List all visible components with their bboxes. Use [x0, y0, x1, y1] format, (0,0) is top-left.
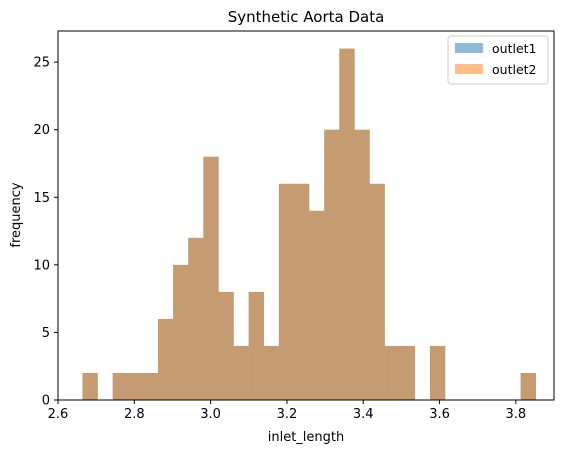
x-axis-ticks: 2.6 2.8 3.0 3.2 3.4 3.6 3.8 [48, 400, 527, 422]
histogram-bar [399, 345, 416, 400]
histogram-bar [263, 345, 280, 400]
x-tick-label: 2.8 [124, 407, 145, 422]
y-tick-label: 10 [33, 258, 50, 273]
bar-group [82, 48, 536, 401]
histogram-bar [429, 345, 446, 400]
legend-label-outlet2: outlet2 [492, 62, 537, 77]
histogram-bar [324, 129, 340, 401]
y-tick-label: 25 [33, 56, 50, 71]
histogram-bar [248, 291, 265, 400]
histogram-bar [112, 372, 129, 400]
histogram-bar [384, 345, 401, 400]
y-axis-ticks: 0 5 10 15 20 25 [33, 56, 58, 409]
histogram-bar [203, 156, 219, 400]
histogram-bar [127, 372, 144, 400]
x-tick-label: 3.2 [277, 407, 298, 422]
y-axis-label: frequency [9, 182, 24, 248]
histogram-bar [173, 264, 189, 400]
histogram-bar [233, 345, 249, 400]
x-tick-label: 2.6 [48, 407, 69, 422]
legend-swatch-outlet2 [455, 64, 483, 74]
y-tick-label: 5 [42, 326, 50, 341]
histogram-bar [369, 183, 385, 400]
histogram-bar [293, 183, 310, 400]
histogram-bar [278, 183, 295, 400]
chart-title: Synthetic Aorta Data [228, 8, 385, 26]
axes-frame [57, 30, 555, 401]
histogram-bar [157, 318, 174, 400]
histogram-bar [142, 372, 159, 400]
histogram-bar [218, 291, 234, 400]
x-axis-label: inlet_length [268, 430, 345, 445]
histogram-bar [339, 48, 355, 400]
legend-swatch-outlet1 [455, 43, 483, 53]
y-tick-label: 20 [33, 123, 50, 138]
histogram-bar [309, 210, 325, 400]
legend: outlet1 outlet2 [447, 35, 549, 85]
x-tick-label: 3.6 [429, 407, 450, 422]
x-tick-label: 3.8 [506, 407, 527, 422]
histogram-bar [82, 372, 98, 400]
histogram-bar [520, 372, 536, 400]
x-tick-label: 3.0 [200, 407, 221, 422]
legend-label-outlet1: outlet1 [492, 41, 537, 56]
histogram-bar [188, 237, 204, 400]
histogram-bar [354, 129, 370, 401]
x-tick-label: 3.4 [353, 407, 374, 422]
y-tick-label: 0 [42, 394, 50, 409]
y-tick-label: 15 [33, 191, 50, 206]
